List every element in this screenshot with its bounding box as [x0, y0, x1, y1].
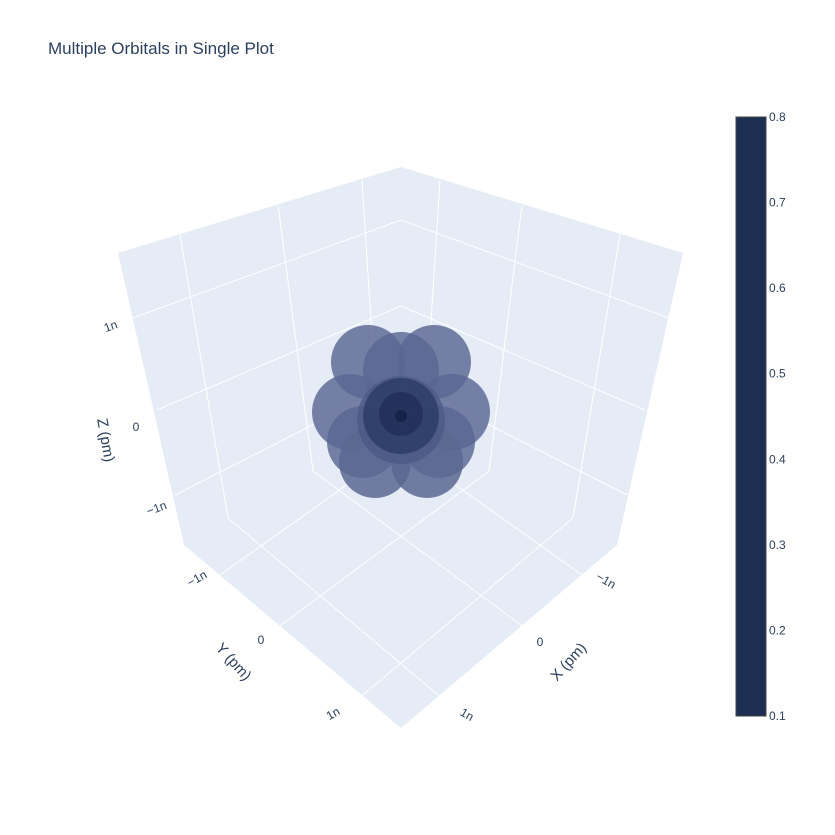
colorbar-tick-label: 0.4	[769, 452, 786, 466]
colorbar-tick-label: 0.5	[769, 367, 786, 381]
colorbar-tick-label: 0.2	[769, 623, 786, 637]
x-tick-label: −1n	[594, 569, 619, 591]
x-tick-label: 1n	[458, 705, 477, 724]
y-axis-title: Y (pm)	[212, 640, 255, 685]
orbital-nucleus	[395, 410, 407, 422]
colorbar-tick-label: 0.1	[769, 709, 786, 723]
colorbar-tick-label: 0.8	[769, 110, 786, 124]
colorbar-ticks: 0.8 0.7 0.6 0.5 0.4 0.3 0.2 0.1	[769, 110, 786, 723]
colorbar-tick-label: 0.7	[769, 196, 786, 210]
z-axis-title: Z (pm)	[93, 417, 117, 463]
y-tick-label: 1n	[324, 704, 343, 723]
z-tick-label: 0	[133, 420, 140, 434]
z-tick-label: 1n	[102, 317, 119, 335]
y-tick-label: −1n	[185, 567, 210, 589]
x-axis-title: X (pm)	[547, 640, 590, 685]
colorbar-tick-label: 0.3	[769, 538, 786, 552]
z-tick-label: −1n	[145, 498, 169, 518]
y-tick-label: 0	[258, 633, 265, 647]
colorbar-gradient	[736, 117, 766, 716]
colorbar-tick-label: 0.6	[769, 281, 786, 295]
colorbar: 0.8 0.7 0.6 0.5 0.4 0.3 0.2 0.1	[736, 110, 786, 723]
x-tick-label: 0	[537, 635, 544, 649]
